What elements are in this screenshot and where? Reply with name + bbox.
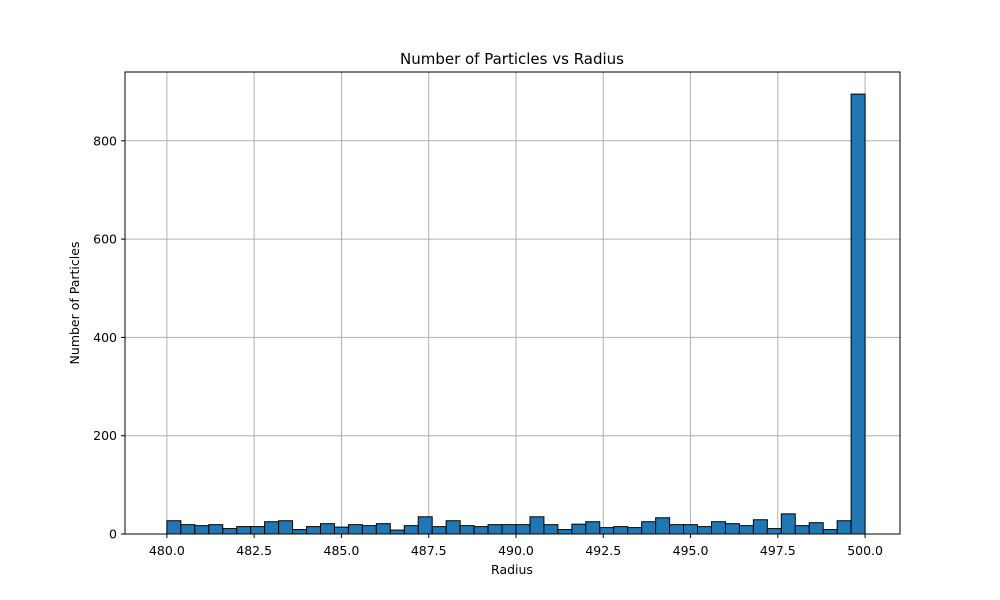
histogram-bar	[850, 93, 866, 535]
x-tick-label: 490.0	[498, 543, 534, 558]
histogram-bar	[208, 524, 224, 535]
x-tick-label: 485.0	[324, 543, 360, 558]
x-tick-label: 500.0	[847, 543, 883, 558]
histogram-bar	[459, 525, 475, 535]
x-tick-label: 495.0	[673, 543, 709, 558]
histogram-bar	[655, 517, 671, 535]
histogram-bar	[417, 516, 433, 535]
chart-title: Number of Particles vs Radius	[400, 50, 624, 68]
histogram-bar	[473, 526, 489, 535]
x-tick-label: 497.5	[760, 543, 796, 558]
histogram-bar	[292, 529, 308, 535]
histogram-bar	[389, 529, 405, 535]
histogram-bar	[752, 519, 768, 535]
histogram-bar	[333, 526, 349, 535]
histogram-bar	[822, 529, 838, 535]
x-tick-label: 487.5	[411, 543, 447, 558]
histogram-bar	[697, 526, 712, 535]
histogram-bar	[683, 524, 699, 535]
histogram-bar	[306, 526, 321, 535]
histogram-bar	[669, 524, 685, 535]
y-tick-label: 400	[93, 330, 117, 345]
histogram-bar	[613, 526, 629, 535]
y-tick-label: 800	[93, 133, 117, 148]
histogram-bar	[278, 520, 294, 535]
histogram-bar	[487, 524, 503, 535]
histogram-bar	[194, 525, 210, 535]
histogram-bar	[724, 523, 740, 535]
y-tick-label: 0	[109, 527, 117, 542]
histogram-bar	[641, 521, 657, 535]
histogram-bar	[543, 524, 559, 535]
y-tick-label: 600	[93, 232, 117, 247]
histogram-bar	[236, 526, 252, 535]
histogram-bar	[585, 521, 601, 535]
histogram-bar	[710, 521, 726, 535]
histogram-bar	[403, 525, 419, 535]
histogram-bar	[180, 524, 196, 535]
histogram-bar	[431, 526, 447, 535]
histogram-bar	[166, 520, 182, 535]
histogram-bar	[250, 526, 266, 535]
histogram-bar	[445, 520, 461, 535]
axis-ticks: 480.0 482.5 485.0 487.5 490.0 492.5 495.0 497.5…	[93, 133, 883, 558]
histogram-bar	[836, 520, 852, 535]
y-tick-label: 200	[93, 428, 117, 443]
histogram-bar	[529, 516, 545, 535]
x-tick-label: 482.5	[236, 543, 272, 558]
plot-frame	[124, 71, 901, 535]
histogram-bar	[375, 523, 391, 535]
x-axis-label: Radius	[491, 562, 533, 577]
x-tick-label: 480.0	[149, 543, 185, 558]
y-axis-label: Number of Particles	[67, 242, 82, 365]
histogram-bar	[738, 525, 754, 535]
histogram-bar	[361, 525, 377, 535]
histogram-bar	[319, 523, 335, 535]
histogram-bar	[571, 523, 587, 535]
histogram-bar	[808, 522, 824, 535]
histogram-bar	[599, 527, 615, 535]
histogram-bar	[557, 529, 573, 535]
histogram-bar	[222, 528, 238, 535]
histogram-bar	[794, 525, 810, 535]
histogram-bar	[347, 524, 363, 535]
histogram-bar	[501, 524, 517, 535]
histogram-bar	[515, 524, 531, 535]
x-tick-label: 492.5	[585, 543, 621, 558]
histogram-bar	[627, 527, 643, 535]
histogram-bar	[780, 513, 796, 535]
bars	[166, 93, 866, 535]
histogram-bar	[264, 521, 280, 535]
histogram-bar	[766, 528, 782, 535]
